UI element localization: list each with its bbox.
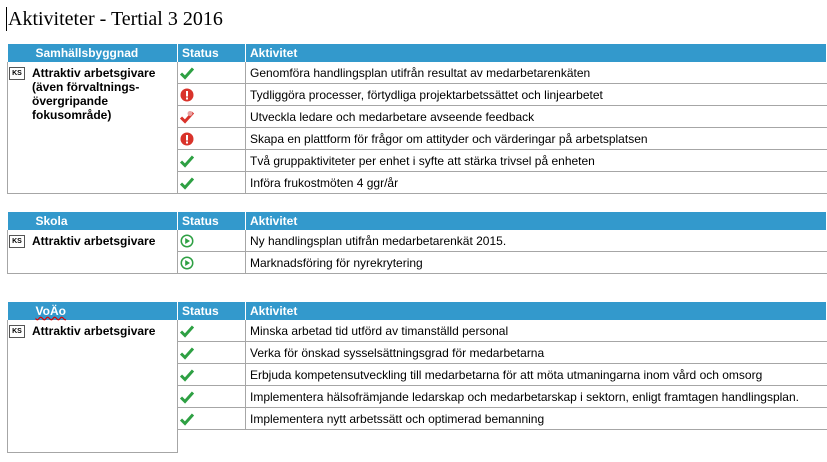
status-done [180, 154, 194, 168]
status-done [180, 66, 194, 80]
page-title: Aktiviteter - Tertial 3 2016 [6, 7, 223, 31]
activity-header: Aktivitet [245, 302, 827, 320]
activity: Två gruppaktiviteter per enhet i syfte a… [245, 149, 827, 172]
status-header: Status [177, 212, 246, 230]
status-done [180, 368, 194, 382]
goal: Attraktiv arbetsgivare (även förvaltning… [32, 66, 156, 122]
goal: Attraktiv arbetsgivare [32, 234, 156, 248]
ks-logo: KS [9, 235, 25, 248]
status-done [180, 176, 194, 190]
section-name: VoÄo [7, 302, 178, 320]
activity: Genomföra handlingsplan utifrån resultat… [245, 62, 827, 84]
status-ongoing [180, 256, 194, 270]
activity: Införa frukostmöten 4 ggr/år [245, 171, 827, 194]
section-name-text: VoÄo [35, 304, 66, 318]
status-done [180, 412, 194, 426]
section-table: VoÄo Status Aktivitet KS Attraktiv arbetsgi… [7, 302, 827, 453]
status-header: Status [177, 44, 246, 62]
status-header: Status [177, 302, 246, 320]
activity: Erbjuda kompetensutveckling till medarbe… [245, 363, 827, 386]
ks-logo: KS [9, 67, 25, 80]
status-done [180, 390, 194, 404]
activity: Utveckla ledare och medarbetare avseende… [245, 105, 827, 128]
activity-header: Aktivitet [245, 212, 827, 230]
section-table: Skola Status Aktivitet KS Attraktiv arbetsg… [7, 212, 827, 274]
activity-header: Aktivitet [245, 44, 827, 62]
status-partial [180, 110, 194, 124]
ks-logo: KS [9, 325, 25, 338]
activity: Verka för önskad sysselsättningsgrad för… [245, 341, 827, 364]
activity: Ny handlingsplan utifrån medarbetarenkät… [245, 230, 827, 252]
status-done [180, 346, 194, 360]
activity: Implementera nytt arbetssätt och optimer… [245, 407, 827, 430]
section-table: Samhällsbyggnad Status Aktivitet KS Attrakt… [7, 44, 827, 194]
activity: Minska arbetad tid utförd av timanställd… [245, 320, 827, 342]
section-name: Samhällsbyggnad [7, 44, 178, 62]
activity: Tydliggöra processer, förtydliga projekt… [245, 83, 827, 106]
status-ongoing [180, 234, 194, 248]
status-warning [180, 132, 194, 146]
status-warning [180, 88, 194, 102]
goal: Attraktiv arbetsgivare [32, 324, 156, 338]
activity: Skapa en plattform för frågor om attityd… [245, 127, 827, 150]
activity: Marknadsföring för nyrekrytering [245, 251, 827, 274]
activity: Implementera hälsofrämjande ledarskap oc… [245, 385, 827, 408]
section-name: Skola [7, 212, 178, 230]
status-done [180, 324, 194, 338]
